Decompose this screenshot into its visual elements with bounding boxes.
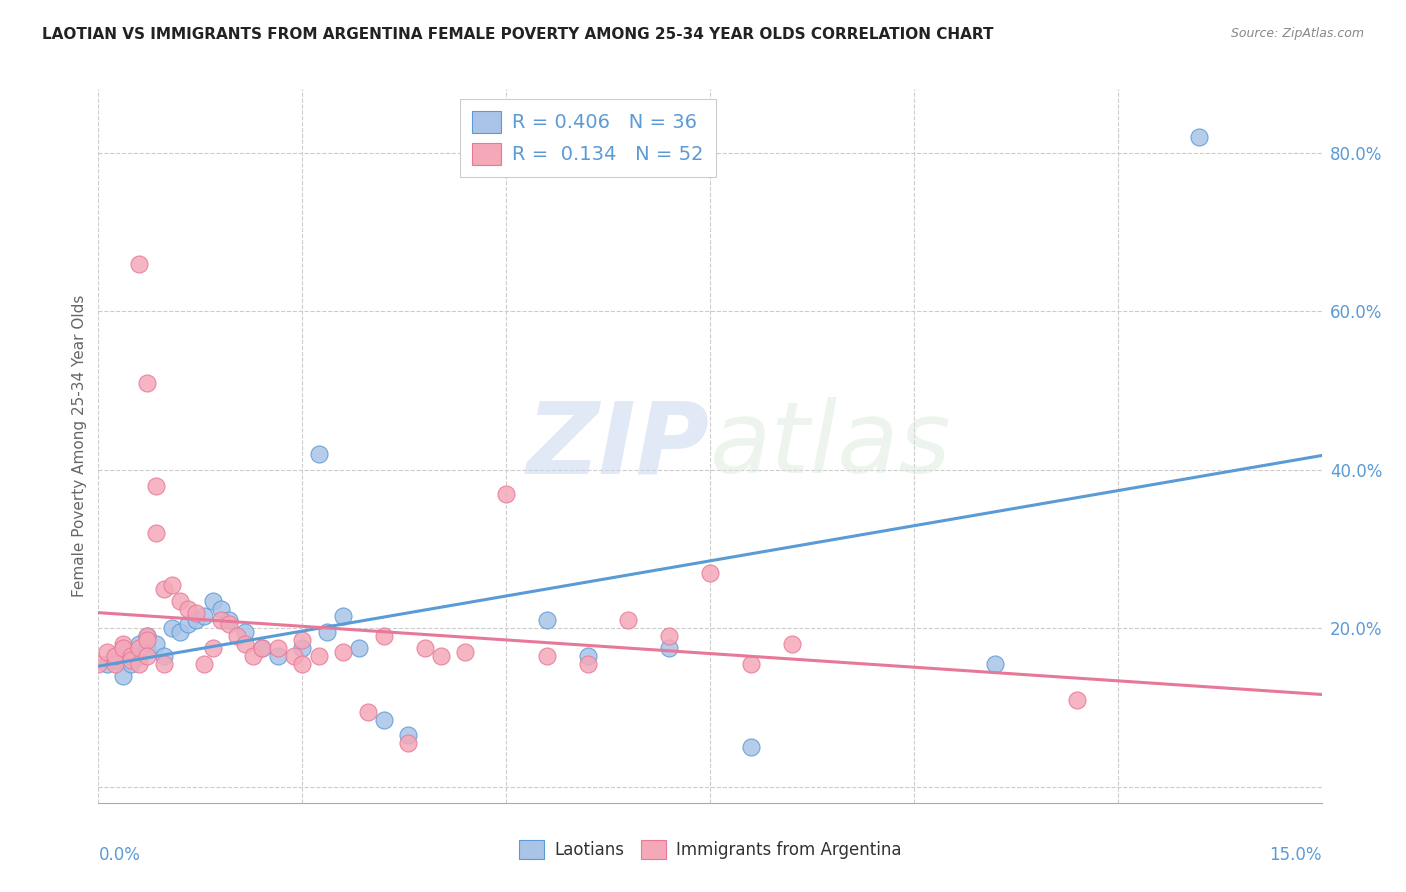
Legend: Laotians, Immigrants from Argentina: Laotians, Immigrants from Argentina	[512, 833, 908, 866]
Point	[128, 257, 150, 271]
Point	[136, 629, 159, 643]
Point	[218, 617, 240, 632]
Point	[96, 645, 118, 659]
Point	[128, 637, 150, 651]
Point	[373, 713, 395, 727]
Point	[356, 705, 378, 719]
Point	[291, 657, 314, 671]
Point	[96, 657, 118, 671]
Point	[617, 614, 640, 628]
Text: ZIP: ZIP	[527, 398, 710, 494]
Point	[233, 637, 256, 651]
Point	[128, 657, 150, 671]
Point	[332, 645, 354, 659]
Point	[1066, 692, 1088, 706]
Point	[242, 649, 264, 664]
Point	[104, 657, 127, 671]
Point	[267, 641, 290, 656]
Point	[145, 637, 167, 651]
Point	[145, 478, 167, 492]
Point	[111, 641, 134, 656]
Point	[160, 621, 183, 635]
Point	[291, 641, 314, 656]
Point	[283, 649, 305, 664]
Point	[193, 657, 215, 671]
Point	[160, 578, 183, 592]
Point	[120, 645, 142, 659]
Point	[186, 614, 208, 628]
Point	[267, 649, 290, 664]
Point	[250, 641, 273, 656]
Point	[413, 641, 436, 656]
Point	[87, 657, 110, 671]
Point	[291, 633, 314, 648]
Point	[104, 653, 127, 667]
Point	[111, 641, 134, 656]
Point	[430, 649, 453, 664]
Point	[495, 486, 517, 500]
Point	[233, 625, 256, 640]
Point	[111, 669, 134, 683]
Point	[984, 657, 1007, 671]
Point	[193, 609, 215, 624]
Point	[315, 625, 337, 640]
Point	[396, 728, 419, 742]
Point	[308, 649, 330, 664]
Point	[201, 593, 224, 607]
Point	[145, 526, 167, 541]
Point	[186, 606, 208, 620]
Y-axis label: Female Poverty Among 25-34 Year Olds: Female Poverty Among 25-34 Year Olds	[72, 295, 87, 597]
Point	[136, 376, 159, 390]
Point	[111, 637, 134, 651]
Point	[250, 641, 273, 656]
Point	[209, 614, 232, 628]
Text: 15.0%: 15.0%	[1270, 846, 1322, 863]
Point	[136, 649, 159, 664]
Point	[104, 649, 127, 664]
Point	[454, 645, 477, 659]
Point	[152, 649, 174, 664]
Point	[349, 641, 371, 656]
Point	[658, 629, 681, 643]
Point	[169, 625, 191, 640]
Point	[128, 641, 150, 656]
Point	[177, 617, 200, 632]
Point	[120, 653, 142, 667]
Point	[169, 593, 191, 607]
Point	[658, 641, 681, 656]
Text: Source: ZipAtlas.com: Source: ZipAtlas.com	[1230, 27, 1364, 40]
Point	[177, 601, 200, 615]
Point	[536, 614, 558, 628]
Point	[308, 447, 330, 461]
Point	[576, 657, 599, 671]
Point	[120, 657, 142, 671]
Point	[740, 740, 762, 755]
Point	[209, 601, 232, 615]
Point	[152, 657, 174, 671]
Text: atlas: atlas	[710, 398, 952, 494]
Point	[136, 641, 159, 656]
Point	[576, 649, 599, 664]
Point	[226, 629, 249, 643]
Point	[1188, 129, 1211, 144]
Point	[120, 649, 142, 664]
Point	[373, 629, 395, 643]
Text: LAOTIAN VS IMMIGRANTS FROM ARGENTINA FEMALE POVERTY AMONG 25-34 YEAR OLDS CORREL: LAOTIAN VS IMMIGRANTS FROM ARGENTINA FEM…	[42, 27, 994, 42]
Point	[740, 657, 762, 671]
Point	[136, 633, 159, 648]
Point	[396, 736, 419, 750]
Point	[218, 614, 240, 628]
Point	[136, 629, 159, 643]
Text: 0.0%: 0.0%	[98, 846, 141, 863]
Point	[128, 649, 150, 664]
Point	[152, 582, 174, 596]
Point	[536, 649, 558, 664]
Point	[332, 609, 354, 624]
Point	[780, 637, 803, 651]
Point	[201, 641, 224, 656]
Point	[699, 566, 721, 580]
